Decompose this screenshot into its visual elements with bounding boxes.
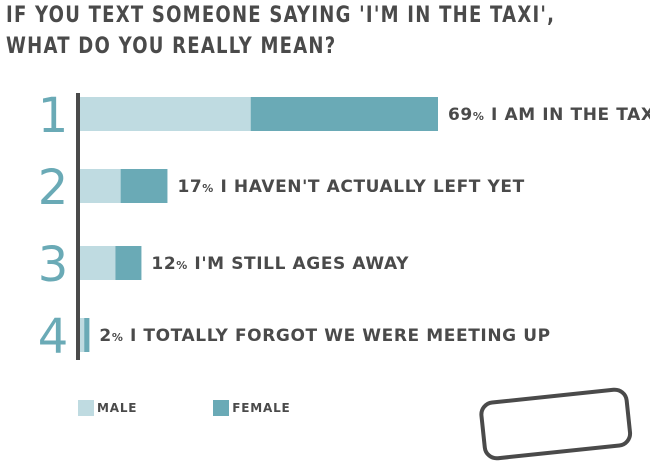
legend-label-male: MALE	[97, 401, 138, 415]
bar-female-4	[84, 318, 90, 352]
data-label-2: 17% I HAVEN'T ACTUALLY LEFT YET	[177, 177, 524, 197]
legend-item-female: FEMALE	[213, 400, 290, 416]
rank-number-2: 2	[38, 160, 69, 216]
bar-female-2	[120, 169, 168, 203]
legend-swatch-female	[213, 400, 230, 416]
legend: MALE FEMALE	[78, 400, 367, 416]
speech-bubble-decoration	[478, 386, 634, 462]
bar-female-3	[115, 246, 142, 280]
rank-number-3: 3	[38, 237, 69, 293]
bar-male-2	[79, 169, 121, 203]
data-label-4: 2% I TOTALLY FORGOT WE WERE MEETING UP	[99, 326, 550, 346]
bar-male-3	[79, 246, 116, 280]
chart-title-line-2: WHAT DO YOU REALLY MEAN?	[6, 34, 337, 59]
legend-item-male: MALE	[78, 400, 137, 416]
chart-title-line-1: IF YOU TEXT SOMEONE SAYING 'I'M IN THE T…	[6, 3, 556, 28]
data-label-1: 69% I AM IN THE TAXI!	[448, 105, 650, 125]
legend-label-female: FEMALE	[232, 401, 291, 415]
bar-chart: 1 69% I AM IN THE TAXI! 2 17% I HAVEN'T ACT…	[38, 88, 650, 365]
rank-number-1: 1	[38, 88, 69, 144]
bar-female-1	[250, 97, 438, 131]
rank-number-4: 4	[38, 309, 69, 365]
bar-male-1	[79, 97, 251, 131]
data-label-3: 12% I'M STILL AGES AWAY	[151, 254, 409, 274]
legend-swatch-male	[78, 400, 94, 416]
bar-male-4	[79, 318, 85, 352]
